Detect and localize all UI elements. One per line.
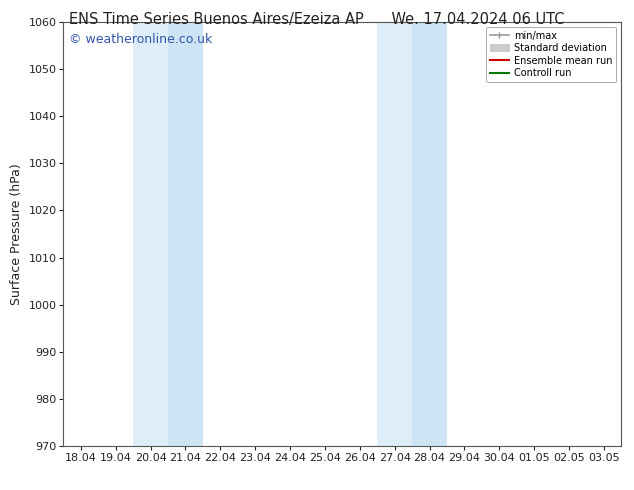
Bar (133, 22, 168, 446)
Text: © weatheronline.co.uk: © weatheronline.co.uk (69, 33, 212, 46)
Y-axis label: Surface Pressure (hPa): Surface Pressure (hPa) (10, 163, 23, 305)
Bar (377, 22, 412, 446)
Bar (412, 22, 447, 446)
Text: ENS Time Series Buenos Aires/Ezeiza AP      We. 17.04.2024 06 UTC: ENS Time Series Buenos Aires/Ezeiza AP W… (69, 12, 565, 27)
Bar (168, 22, 203, 446)
Legend: min/max, Standard deviation, Ensemble mean run, Controll run: min/max, Standard deviation, Ensemble me… (486, 27, 616, 82)
